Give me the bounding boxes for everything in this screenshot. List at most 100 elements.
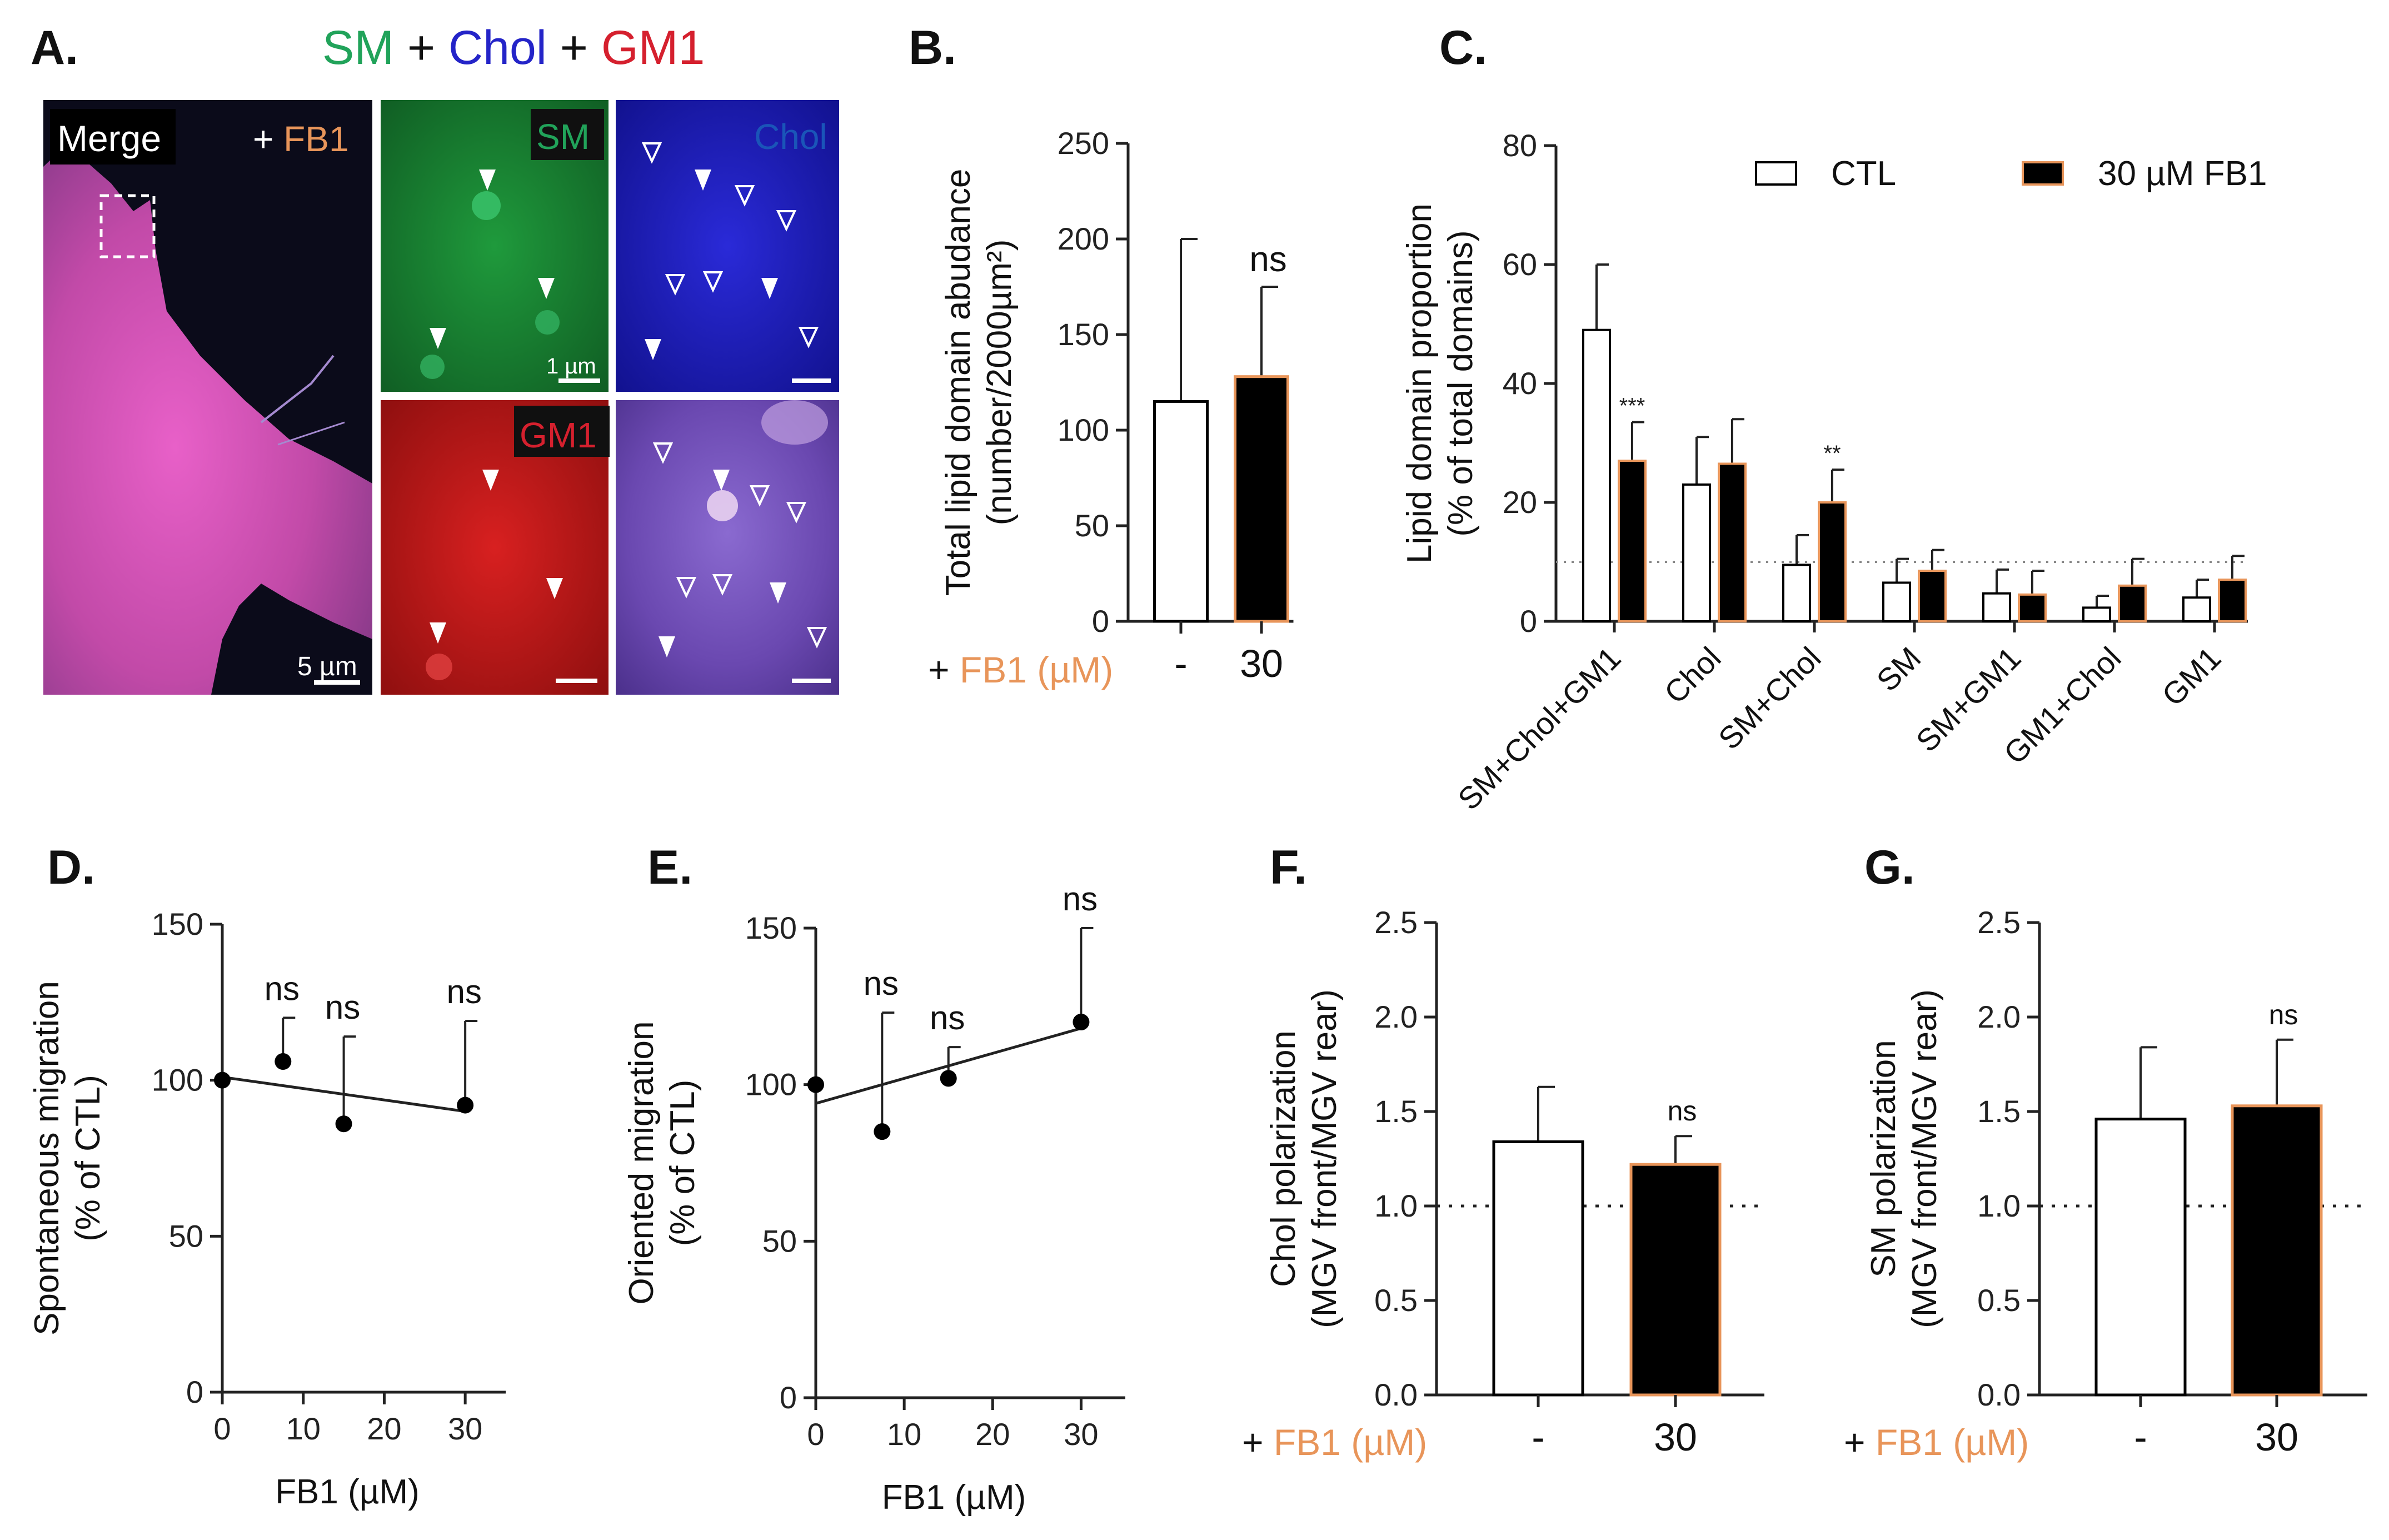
arrowhead-icon [538, 278, 555, 299]
y-axis-title: Total lipid domain abudance(number/2000µ… [939, 169, 1019, 596]
y-tick-label: 50 [762, 1223, 797, 1258]
y-axis-title: SM polarization(MGV front/MGV rear) [1864, 989, 1944, 1328]
x-tick-label: GM1 [2155, 640, 2227, 712]
y-tick-label: 50 [1075, 508, 1109, 543]
bar [1882, 581, 1911, 622]
y-axis-title-line2: (number/2000µm²) [980, 240, 1019, 526]
data-point [874, 1123, 891, 1140]
x-tick-label: 10 [286, 1411, 321, 1446]
arrowhead-icon [430, 622, 446, 644]
significance-label: ** [1823, 441, 1841, 466]
y-axis-title-line1: Oriented migration [622, 1021, 661, 1304]
panel-e-label: E. [647, 841, 692, 894]
fb1-tag: + FB1 [253, 119, 349, 159]
x-tick-label: 0 [807, 1417, 824, 1452]
x-tick-label: SM [1870, 640, 1928, 698]
panel-b-xaxis-label: + FB1 (µM) [928, 649, 1113, 690]
significance-label: ns [1063, 880, 1098, 918]
open-arrowhead-icon [676, 577, 697, 599]
sm-tile-label: SM [536, 117, 590, 157]
x-tick-label: 10 [887, 1417, 921, 1452]
y-tick-label: 150 [745, 910, 797, 945]
chol-tile-label: Chol [754, 117, 827, 157]
y-tick-label: 150 [152, 906, 203, 941]
gm1-image: GM1 [381, 400, 610, 695]
x-tick-label: - [1532, 1416, 1544, 1459]
bar [1718, 462, 1747, 622]
x-tick-label: 20 [975, 1417, 1010, 1452]
y-axis-title: Spontaneous migration(% of CTL) [28, 981, 107, 1335]
legend-fb1-label: 30 µM FB1 [2098, 155, 2267, 193]
merge-label: Merge [57, 118, 161, 159]
x-axis-title: FB1 (µM) [882, 1478, 1026, 1517]
panel-a-label: A. [31, 21, 78, 74]
data-point [1073, 1014, 1090, 1030]
data-point [457, 1097, 474, 1114]
x-tick-label: 30 [448, 1411, 482, 1446]
x-tick-label: 0 [213, 1411, 231, 1446]
gm1-tile-label: GM1 [520, 415, 597, 455]
panel-g-xaxis-label: + FB1 (µM) [1844, 1422, 2029, 1463]
data-point [275, 1053, 292, 1070]
y-tick-label: 0 [1520, 604, 1537, 639]
title-gm1: GM1 [601, 21, 705, 74]
open-arrowhead-icon [734, 185, 755, 207]
y-tick-label: 1.0 [1374, 1188, 1418, 1223]
significance-label: ns [325, 989, 360, 1026]
significance-label: ns [2269, 999, 2298, 1030]
x-tick-label: 30 [1064, 1417, 1098, 1452]
title-plus-1: + [394, 21, 448, 74]
chart-f: 0.0 0.5 1.0 1.5 2.0 2.5 Chol polarization(MGV … [1264, 905, 1764, 1459]
y-tick-label: 1.0 [1977, 1188, 2021, 1223]
bar [1982, 592, 2011, 622]
arrowhead-icon [479, 170, 496, 191]
bar [2231, 1104, 2323, 1397]
data-point [335, 1115, 352, 1133]
merge-image: Merge + FB1 5 µm [43, 100, 372, 695]
significance-label: ns [446, 973, 481, 1010]
open-arrowhead-icon [652, 442, 674, 464]
y-tick-label: 1.5 [1374, 1094, 1418, 1129]
y-axis-title-line1: SM polarization [1864, 1040, 1903, 1277]
bar [1818, 501, 1847, 622]
bar [1492, 1140, 1584, 1397]
arrowhead-icon [546, 578, 563, 599]
y-tick-label: 150 [1058, 317, 1109, 352]
y-tick-label: 250 [1058, 126, 1109, 161]
panel-a-title: SM + Chol + GM1 [322, 21, 705, 74]
y-tick-label: 0.5 [1977, 1283, 2021, 1318]
open-arrowhead-icon [776, 210, 797, 232]
bar [2094, 1118, 2187, 1397]
y-axis-title-line1: Lipid domain proportion [1400, 203, 1439, 564]
roi-box [99, 194, 156, 258]
chart-c: 0 20 40 60 80 Lipid domain proportion(% of to… [1400, 128, 2248, 816]
data-point [807, 1076, 824, 1093]
bar [1629, 1163, 1722, 1397]
legend-ctl-swatch [1755, 161, 1797, 186]
open-arrowhead-icon [702, 271, 724, 293]
y-tick-label: 100 [745, 1067, 797, 1102]
x-tick-label: - [2134, 1416, 2147, 1459]
significance-label: ns [864, 965, 899, 1002]
y-tick-label: 2.5 [1977, 905, 2021, 940]
bar [1153, 400, 1209, 623]
y-tick-label: 0.0 [1977, 1377, 2021, 1412]
arrowhead-icon [482, 470, 499, 491]
arrowhead-icon [430, 328, 446, 349]
y-tick-label: 2.5 [1374, 905, 1418, 940]
open-arrowhead-icon [749, 485, 770, 507]
y-tick-label: 60 [1503, 247, 1537, 282]
y-tick-label: 0 [780, 1380, 797, 1415]
arrowhead-icon [659, 636, 675, 657]
scale-label-1um: 1 µm [546, 354, 596, 378]
data-point [214, 1071, 231, 1089]
y-axis-title-line2: (MGV front/MGV rear) [1906, 989, 1944, 1328]
y-tick-label: 50 [169, 1218, 203, 1253]
y-axis-title-line2: (% of CTL) [664, 1080, 702, 1247]
significance-label: *** [1619, 394, 1645, 418]
panel-g-label: G. [1864, 841, 1915, 894]
arrowhead-icon [713, 470, 730, 491]
x-axis-title: FB1 (µM) [275, 1473, 420, 1511]
